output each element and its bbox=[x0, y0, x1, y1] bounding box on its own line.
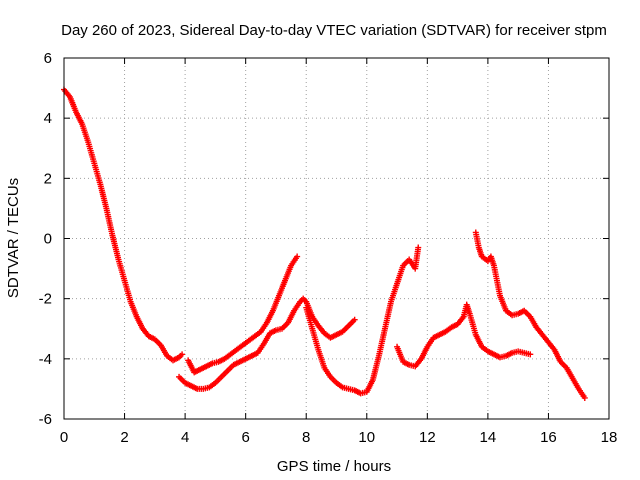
x-tick-label: 10 bbox=[358, 429, 375, 446]
data-point bbox=[179, 351, 186, 358]
x-tick-label: 4 bbox=[181, 429, 189, 446]
plot-frame bbox=[63, 57, 610, 420]
data-point bbox=[581, 394, 588, 401]
x-tick-label: 18 bbox=[601, 429, 618, 446]
x-tick-label: 8 bbox=[302, 429, 310, 446]
data-point bbox=[415, 244, 422, 251]
y-tick-label: -6 bbox=[39, 411, 52, 428]
y-tick-label: -4 bbox=[39, 351, 52, 368]
y-axis-label: SDTVAR / TECUs bbox=[5, 178, 22, 298]
x-tick-label: 6 bbox=[241, 429, 249, 446]
data-point bbox=[527, 351, 534, 358]
series-arc-4 bbox=[303, 244, 422, 397]
y-tick-label: -2 bbox=[39, 291, 52, 308]
series-arc-6 bbox=[472, 229, 588, 401]
x-tick-label: 2 bbox=[120, 429, 128, 446]
data-point bbox=[351, 316, 358, 323]
series-arc-3 bbox=[176, 295, 358, 392]
x-tick-label: 12 bbox=[419, 429, 436, 446]
data-point bbox=[294, 253, 301, 260]
x-tick-labels: 0 2 4 6 8 10 12 14 16 18 bbox=[60, 429, 618, 446]
y-tick-label: 2 bbox=[44, 170, 52, 187]
y-tick-label: 6 bbox=[44, 50, 52, 67]
y-tick-label: 4 bbox=[44, 110, 52, 127]
y-tick-labels: -6 -4 -2 0 2 4 6 bbox=[39, 50, 52, 428]
series-arc-5 bbox=[394, 301, 534, 370]
y-tick-label: 0 bbox=[44, 231, 52, 248]
x-tick-label: 0 bbox=[60, 429, 68, 446]
x-axis-label: GPS time / hours bbox=[277, 458, 391, 475]
x-tick-label: 16 bbox=[540, 429, 557, 446]
chart-title: Day 260 of 2023, Sidereal Day-to-day VTE… bbox=[61, 22, 607, 39]
grid-lines bbox=[64, 58, 609, 419]
series-arc-2 bbox=[185, 253, 301, 376]
x-tick-label: 14 bbox=[480, 429, 497, 446]
series-arc-1 bbox=[61, 86, 186, 364]
data-points bbox=[61, 86, 588, 401]
